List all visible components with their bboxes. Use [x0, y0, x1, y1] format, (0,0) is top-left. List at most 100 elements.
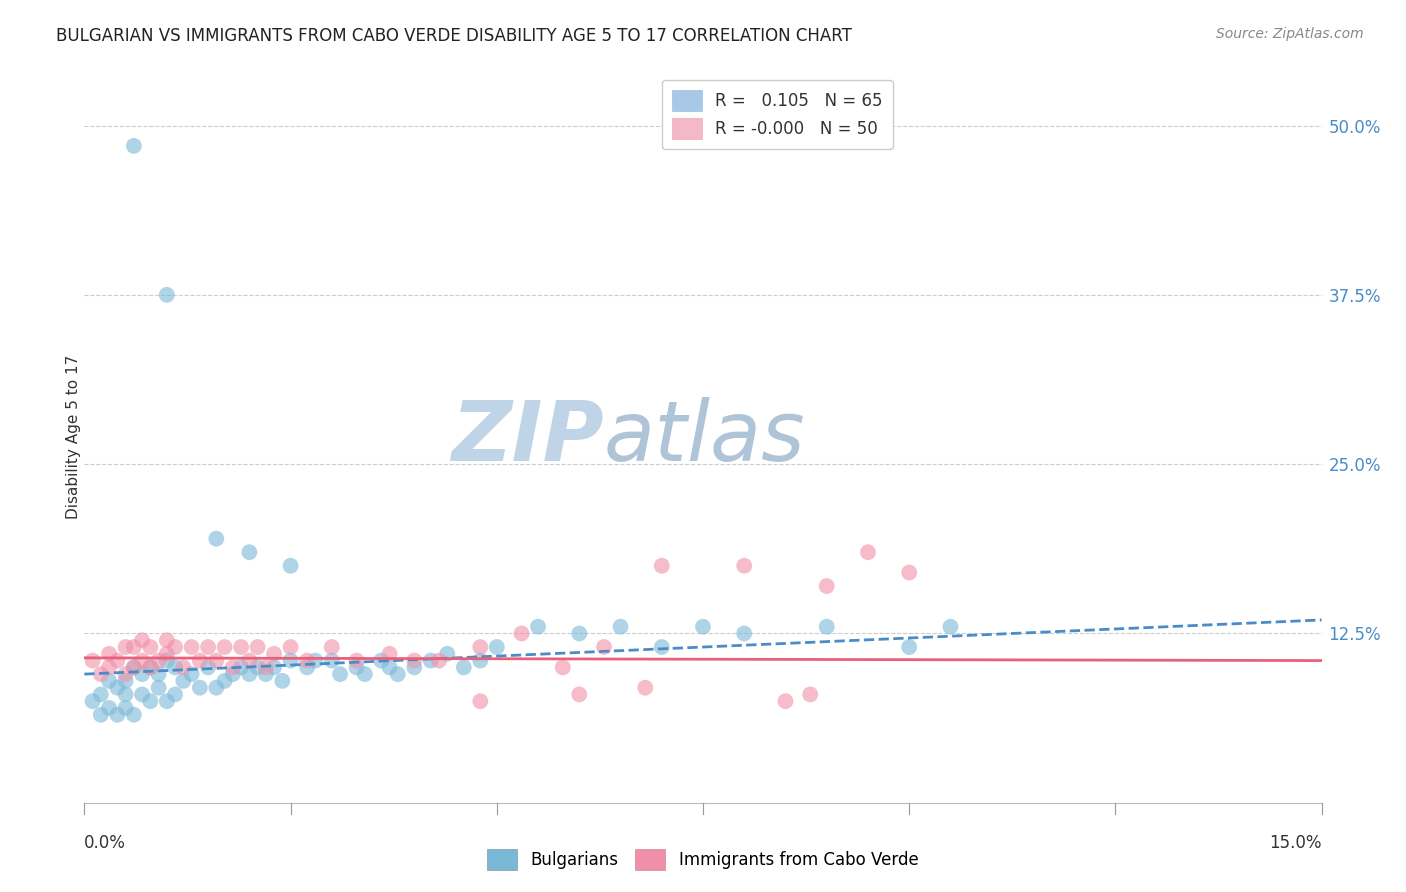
Text: ZIP: ZIP: [451, 397, 605, 477]
Point: [98, 660, 121, 674]
Point: [139, 694, 162, 708]
Point: [898, 566, 921, 580]
Text: BULGARIAN VS IMMIGRANTS FROM CABO VERDE DISABILITY AGE 5 TO 17 CORRELATION CHART: BULGARIAN VS IMMIGRANTS FROM CABO VERDE …: [56, 27, 852, 45]
Point: [105, 654, 128, 668]
Point: [378, 647, 401, 661]
Point: [295, 660, 318, 674]
Point: [799, 688, 821, 702]
Point: [131, 667, 153, 681]
Point: [246, 660, 269, 674]
Point: [122, 640, 145, 654]
Text: 0.0%: 0.0%: [84, 834, 127, 852]
Point: [510, 626, 533, 640]
Point: [82, 654, 104, 668]
Point: [898, 640, 921, 654]
Point: [148, 667, 170, 681]
Point: [419, 654, 441, 668]
Point: [321, 640, 343, 654]
Point: [238, 667, 260, 681]
Point: [205, 681, 228, 695]
Point: [214, 640, 236, 654]
Point: [353, 667, 375, 681]
Point: [733, 626, 755, 640]
Point: [165, 688, 187, 702]
Point: [280, 640, 302, 654]
Point: [229, 660, 252, 674]
Point: [329, 667, 352, 681]
Point: [609, 620, 631, 634]
Point: [90, 707, 112, 722]
Point: [122, 660, 145, 674]
Point: [263, 647, 285, 661]
Point: [98, 647, 121, 661]
Point: [156, 694, 179, 708]
Point: [90, 688, 112, 702]
Point: [98, 701, 121, 715]
Point: [238, 545, 260, 559]
Point: [485, 640, 508, 654]
Point: [263, 660, 285, 674]
Point: [939, 620, 962, 634]
Point: [304, 654, 326, 668]
Point: [321, 654, 343, 668]
Point: [165, 640, 187, 654]
Point: [139, 660, 162, 674]
Point: [280, 654, 302, 668]
Y-axis label: Disability Age 5 to 17: Disability Age 5 to 17: [66, 355, 80, 519]
Point: [148, 681, 170, 695]
Point: [551, 660, 574, 674]
Point: [205, 532, 228, 546]
Point: [156, 647, 179, 661]
Point: [856, 545, 879, 559]
Point: [815, 620, 838, 634]
Point: [156, 654, 179, 668]
Point: [165, 660, 187, 674]
Point: [131, 633, 153, 648]
Point: [254, 667, 277, 681]
Point: [172, 673, 194, 688]
Legend: Bulgarians, Immigrants from Cabo Verde: Bulgarians, Immigrants from Cabo Verde: [479, 840, 927, 879]
Point: [222, 660, 245, 674]
Point: [139, 640, 162, 654]
Point: [404, 654, 426, 668]
Point: [156, 288, 179, 302]
Point: [131, 654, 153, 668]
Point: [246, 640, 269, 654]
Point: [387, 667, 409, 681]
Point: [180, 667, 202, 681]
Point: [105, 707, 128, 722]
Point: [453, 660, 475, 674]
Point: [470, 694, 492, 708]
Point: [295, 654, 318, 668]
Point: [651, 640, 673, 654]
Point: [634, 681, 657, 695]
Point: [114, 688, 136, 702]
Point: [527, 620, 550, 634]
Point: [214, 673, 236, 688]
Point: [82, 694, 104, 708]
Point: [114, 673, 136, 688]
Point: [122, 139, 145, 153]
Point: [651, 558, 673, 573]
Point: [114, 701, 136, 715]
Text: 15.0%: 15.0%: [1270, 834, 1322, 852]
Point: [436, 647, 458, 661]
Point: [114, 640, 136, 654]
Point: [733, 558, 755, 573]
Point: [156, 633, 179, 648]
Point: [98, 673, 121, 688]
Point: [197, 640, 219, 654]
Point: [122, 707, 145, 722]
Point: [105, 681, 128, 695]
Point: [131, 688, 153, 702]
Point: [427, 654, 450, 668]
Point: [188, 681, 211, 695]
Point: [404, 660, 426, 674]
Point: [280, 558, 302, 573]
Point: [229, 640, 252, 654]
Point: [238, 654, 260, 668]
Point: [346, 660, 368, 674]
Point: [775, 694, 797, 708]
Point: [692, 620, 714, 634]
Point: [148, 654, 170, 668]
